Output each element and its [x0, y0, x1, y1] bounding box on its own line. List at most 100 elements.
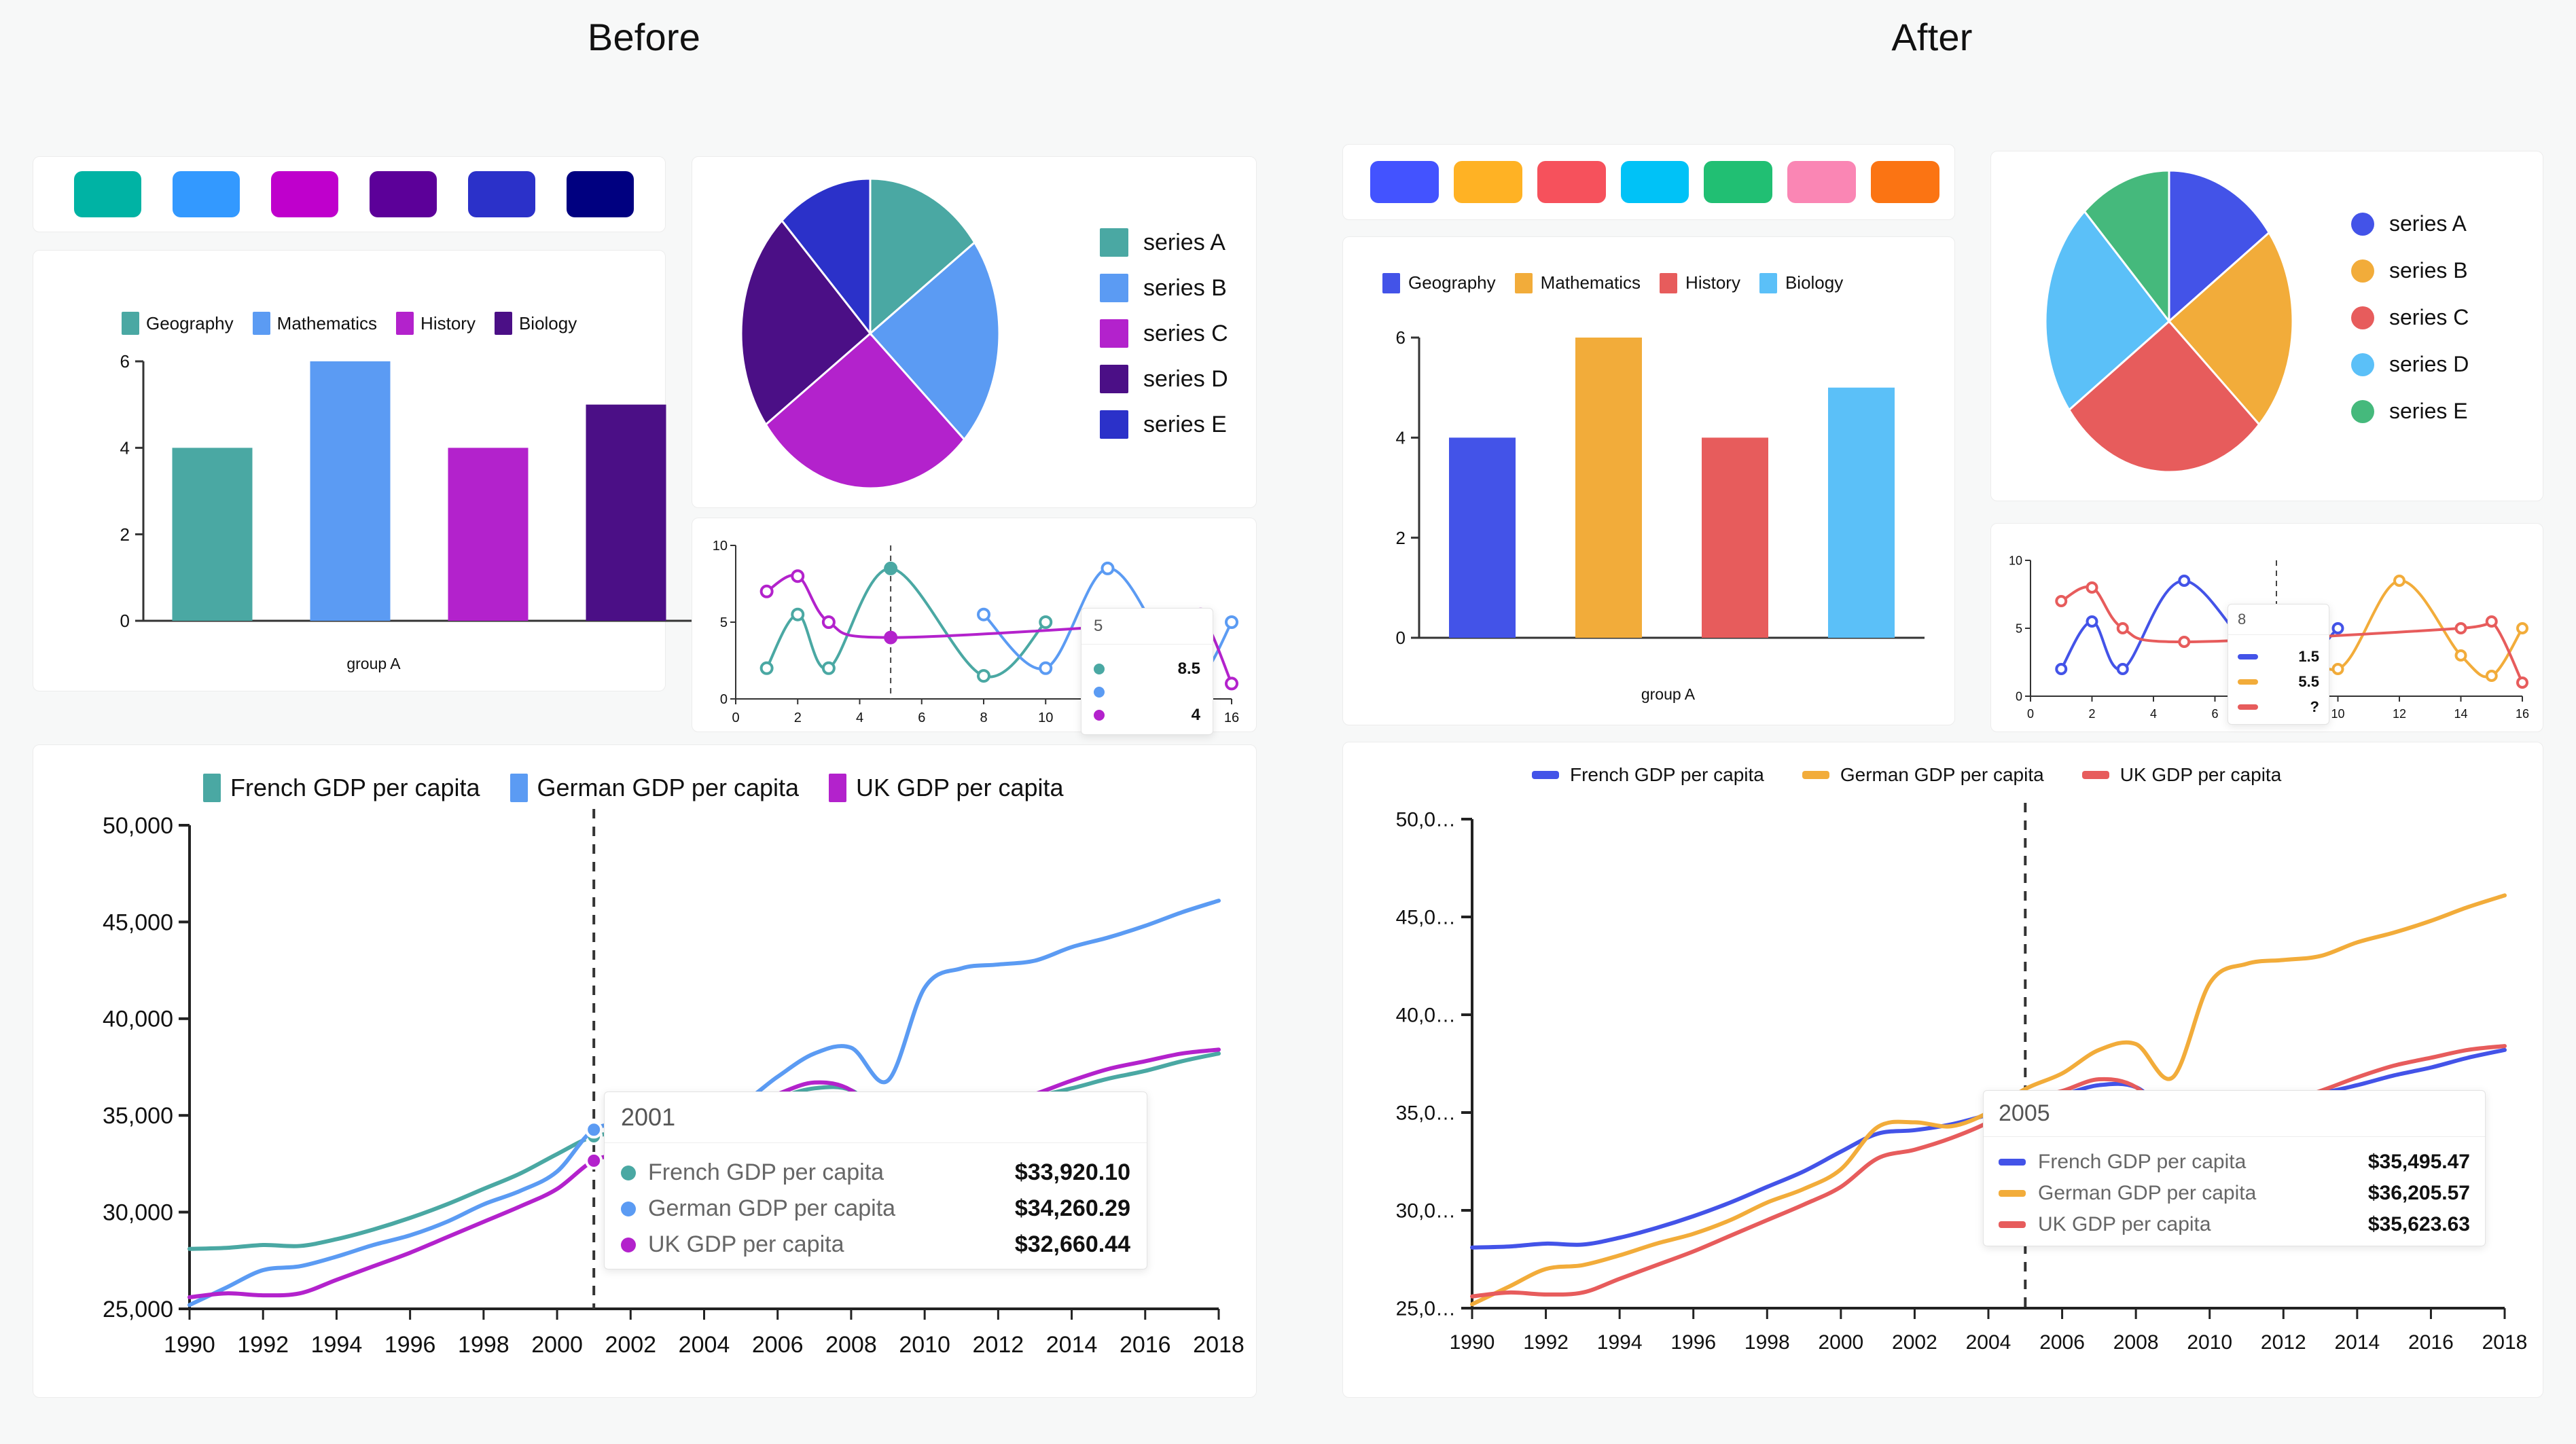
tooltip-series-name: UK GDP per capita — [2038, 1213, 2211, 1235]
legend-item[interactable]: series B — [2351, 258, 2469, 283]
svg-text:1990: 1990 — [1450, 1331, 1495, 1354]
legend-item[interactable]: French GDP per capita — [203, 774, 480, 802]
svg-text:0: 0 — [2016, 689, 2022, 703]
legend-marker-sq — [1100, 365, 1128, 393]
legend-item[interactable]: series A — [2351, 211, 2469, 236]
tooltip-marker — [1094, 710, 1105, 721]
legend-item[interactable]: German GDP per capita — [1802, 764, 2044, 786]
legend-label: UK GDP per capita — [856, 774, 1064, 801]
tooltip-row: 5.5 — [2238, 673, 2319, 691]
legend-item[interactable]: series A — [1100, 228, 1228, 257]
tooltip-series-value: 5.5 — [2298, 673, 2319, 690]
legend-marker-sq — [1759, 272, 1777, 293]
after-bar-legend: Geography Mathematics History Biology — [1382, 272, 1843, 293]
tooltip-series-name: German GDP per capita — [2038, 1182, 2257, 1204]
after-palette-swatches — [1343, 145, 1954, 219]
after-pie-card: series A series B series C series D series E — [1990, 151, 2543, 501]
svg-text:8: 8 — [980, 710, 987, 725]
svg-text:1992: 1992 — [237, 1332, 289, 1358]
tooltip-marker — [2238, 704, 2258, 710]
legend-marker-sq — [1382, 272, 1400, 293]
legend-item[interactable]: Mathematics — [1514, 272, 1641, 293]
svg-text:2018: 2018 — [1193, 1332, 1245, 1358]
palette-swatch-5 — [1704, 161, 1773, 203]
svg-text:1994: 1994 — [1597, 1331, 1643, 1354]
svg-text:2010: 2010 — [2187, 1331, 2232, 1354]
legend-item[interactable]: series D — [1100, 365, 1228, 393]
tooltip-marker — [1094, 687, 1105, 698]
legend-item[interactable]: German GDP per capita — [509, 774, 800, 802]
legend-item[interactable]: series B — [1100, 274, 1228, 302]
before-column-title: Before — [587, 16, 701, 58]
before-bar-plot: 0 2 4 6 — [120, 351, 695, 631]
tooltip-row: German GDP per capita $34,260.29 — [621, 1195, 1130, 1222]
legend-label: French GDP per capita — [230, 774, 480, 801]
legend-label: series B — [2389, 258, 2468, 283]
svg-text:2004: 2004 — [1966, 1331, 2011, 1354]
svg-text:1996: 1996 — [384, 1332, 436, 1358]
tooltip-marker — [1999, 1190, 2026, 1197]
tooltip-row: French GDP per capita $35,495.47 — [1999, 1151, 2470, 1174]
tooltip-series-value: 4 — [1191, 706, 1200, 724]
legend-item[interactable]: Biology — [494, 312, 577, 335]
after-spark-card: 0 5 10 0 2 4 6 8 10 12 14 16 8 1.5 5.5? — [1990, 523, 2543, 732]
svg-text:2004: 2004 — [679, 1332, 730, 1358]
after-spark-plot: 0 5 10 0 2 4 6 8 10 12 14 16 — [2009, 554, 2529, 721]
legend-item[interactable]: UK GDP per capita — [2081, 764, 2281, 786]
legend-item[interactable]: Geography — [122, 312, 234, 335]
legend-label: German GDP per capita — [537, 774, 800, 801]
legend-item[interactable]: series E — [2351, 399, 2469, 424]
legend-item[interactable]: Biology — [1759, 272, 1843, 293]
legend-item[interactable]: UK GDP per capita — [829, 774, 1064, 802]
before-spark-card: 05100246810121416 5 8.54 — [692, 518, 1257, 735]
legend-item[interactable]: Mathematics — [252, 312, 377, 335]
tooltip-series-name: German GDP per capita — [648, 1195, 896, 1221]
legend-item[interactable]: History — [396, 312, 476, 335]
tooltip-marker — [621, 1237, 636, 1252]
svg-text:0: 0 — [2027, 707, 2034, 721]
legend-item[interactable]: History — [1660, 272, 1740, 293]
legend-label: History — [421, 312, 476, 333]
svg-text:2012: 2012 — [2261, 1331, 2306, 1354]
svg-text:4: 4 — [120, 437, 130, 458]
legend-marker-line — [1802, 771, 1829, 779]
svg-text:0: 0 — [120, 611, 130, 631]
tooltip-marker — [1094, 664, 1105, 674]
tooltip-row: German GDP per capita $36,205.57 — [1999, 1182, 2470, 1205]
legend-marker-sq — [509, 774, 528, 802]
palette-swatch-6 — [567, 171, 634, 217]
legend-item[interactable]: series E — [1100, 410, 1228, 439]
legend-item[interactable]: Geography — [1382, 272, 1496, 293]
before-spark-tooltip: 5 8.5 4 — [1081, 608, 1213, 735]
svg-text:1998: 1998 — [458, 1332, 509, 1358]
tooltip-row: 1.5 — [2238, 648, 2319, 666]
legend-marker-line — [2081, 771, 2109, 779]
legend-label: Mathematics — [1540, 272, 1641, 293]
svg-text:2016: 2016 — [1120, 1332, 1171, 1358]
legend-label: series B — [1143, 274, 1227, 301]
tooltip-series-value: 1.5 — [2298, 648, 2319, 665]
legend-label: Biology — [518, 312, 577, 333]
legend-item[interactable]: series C — [2351, 305, 2469, 330]
svg-text:40,0…: 40,0… — [1396, 1005, 1456, 1027]
tooltip-row: 8.5 — [1094, 660, 1200, 679]
legend-marker-sq — [203, 774, 221, 802]
legend-item[interactable]: series D — [2351, 352, 2469, 377]
palette-swatch-7 — [1871, 161, 1940, 203]
palette-swatch-4 — [370, 171, 437, 217]
after-spark-tooltip-header: 8 — [2228, 604, 2329, 635]
legend-marker-dot — [2351, 353, 2374, 376]
svg-text:0: 0 — [732, 710, 739, 725]
legend-item[interactable]: series C — [1100, 319, 1228, 348]
after-pie-legend: series A series B series C series D series E — [2351, 211, 2469, 446]
legend-label: History — [1685, 272, 1740, 293]
legend-item[interactable]: French GDP per capita — [1532, 764, 1764, 786]
svg-text:1996: 1996 — [1670, 1331, 1716, 1354]
before-gdp-tooltip-rows: French GDP per capita $33,920.10 German GD… — [605, 1143, 1147, 1269]
before-bar-legend: Geography Mathematics History Biology — [122, 312, 577, 335]
before-palette-swatches — [33, 157, 665, 232]
tooltip-marker — [2238, 654, 2258, 660]
svg-text:2002: 2002 — [1892, 1331, 1937, 1354]
legend-marker-dot — [2351, 399, 2374, 423]
tooltip-series-value: $35,623.63 — [2367, 1213, 2470, 1235]
